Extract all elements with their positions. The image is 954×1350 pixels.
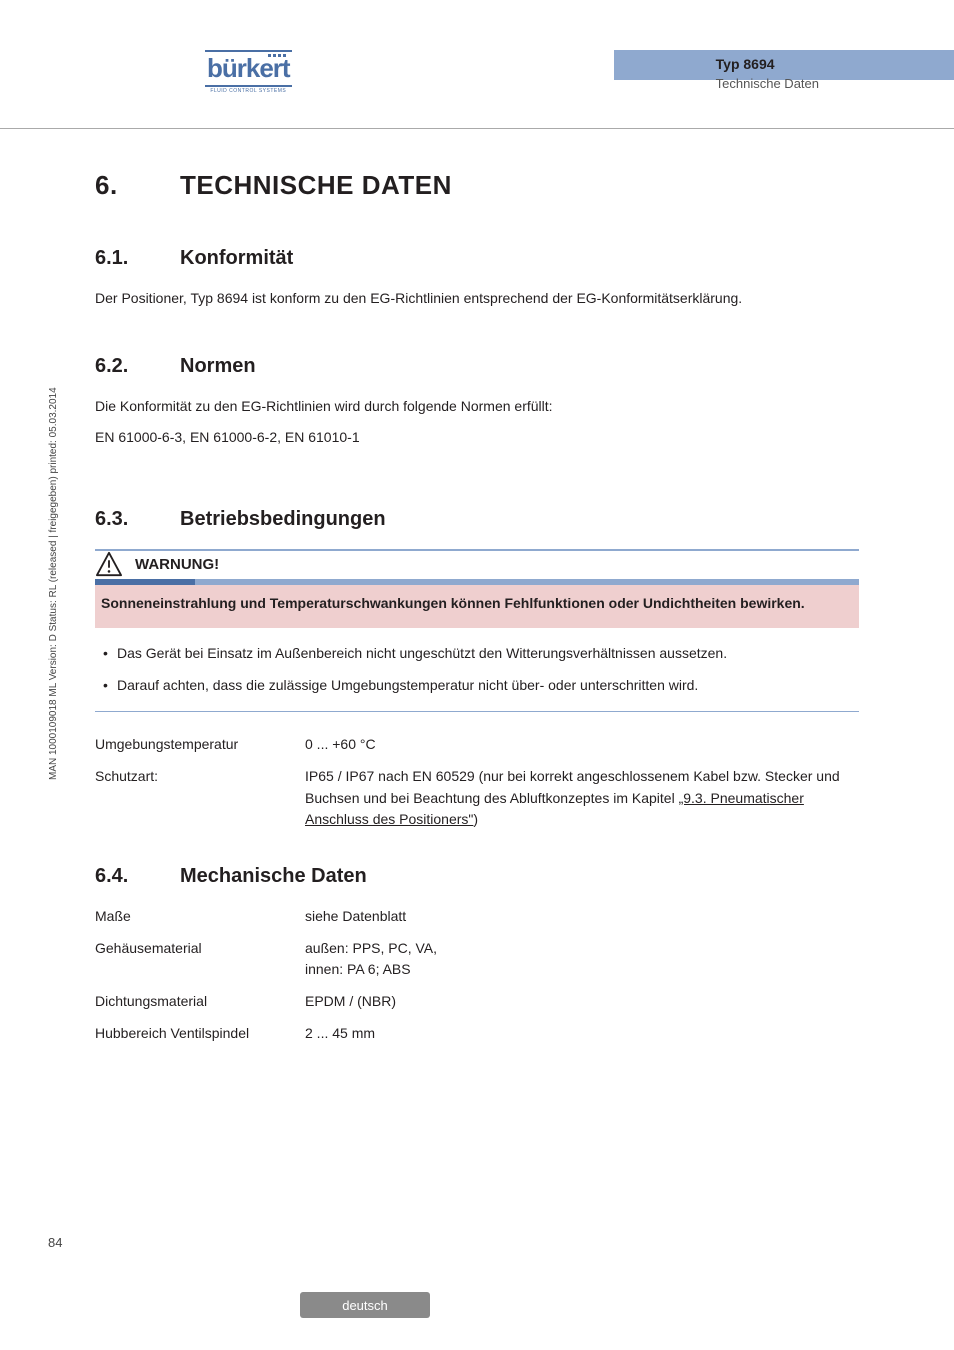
para-6-2-b: EN 61000-6-3, EN 61000-6-2, EN 61010-1	[95, 427, 859, 448]
header-right: Typ 8694 Technische Daten	[716, 56, 819, 91]
warning-list: Das Gerät bei Einsatz im Außenbereich ni…	[95, 628, 859, 712]
spec-value: 2 ... 45 mm	[305, 1023, 859, 1045]
spec-label: Umgebungstemperatur	[95, 734, 305, 756]
spec-value: EPDM / (NBR)	[305, 991, 859, 1013]
page-header: bürkert FLUID CONTROL SYSTEMS Typ 8694 T…	[95, 50, 859, 130]
para-6-1: Der Positioner, Typ 8694 ist konform zu …	[95, 288, 859, 309]
spec-label: Schutzart:	[95, 766, 305, 831]
spec-value: IP65 / IP67 nach EN 60529 (nur bei korre…	[305, 766, 859, 831]
spec-row: Maßesiehe Datenblatt	[95, 906, 859, 928]
spec-label: Maße	[95, 906, 305, 928]
spec-label: Hubbereich Ventilspindel	[95, 1023, 305, 1045]
heading-6: 6.TECHNISCHE DATEN	[95, 170, 859, 201]
spec-label: Dichtungsmaterial	[95, 991, 305, 1013]
page-content: 6.TECHNISCHE DATEN 6.1.Konformität Der P…	[95, 170, 859, 1054]
spec-table-6-3: Umgebungstemperatur0 ... +60 °CSchutzart…	[95, 734, 859, 831]
spec-value: siehe Datenblatt	[305, 906, 859, 928]
logo-subtext: FLUID CONTROL SYSTEMS	[205, 88, 292, 94]
warning-box: WARNUNG! Sonneneinstrahlung und Temperat…	[95, 549, 859, 712]
spec-label: Gehäusematerial	[95, 938, 305, 981]
heading-6-2: 6.2.Normen	[95, 355, 859, 378]
warning-list-item: Darauf achten, dass die zulässige Umgebu…	[95, 670, 851, 702]
logo: bürkert FLUID CONTROL SYSTEMS	[205, 50, 292, 94]
spec-table-6-4: Maßesiehe DatenblattGehäusematerialaußen…	[95, 906, 859, 1044]
heading-6-3: 6.3.Betriebsbedingungen	[95, 508, 859, 531]
spec-row: Schutzart:IP65 / IP67 nach EN 60529 (nur…	[95, 766, 859, 831]
doc-type: Typ 8694	[716, 56, 819, 72]
spec-row: DichtungsmaterialEPDM / (NBR)	[95, 991, 859, 1013]
side-meta-text: MAN 1000109018 ML Version: D Status: RL …	[48, 387, 59, 780]
spec-row: Umgebungstemperatur0 ... +60 °C	[95, 734, 859, 756]
para-6-2-a: Die Konformität zu den EG-Richtlinien wi…	[95, 396, 859, 417]
warning-lead: Sonneneinstrahlung und Temperaturschwank…	[101, 593, 849, 614]
spec-value: 0 ... +60 °C	[305, 734, 859, 756]
warning-list-item: Das Gerät bei Einsatz im Außenbereich ni…	[95, 638, 851, 670]
warning-title: WARNUNG!	[135, 556, 219, 573]
warning-body: Sonneneinstrahlung und Temperaturschwank…	[95, 585, 859, 628]
footer-lang-badge: deutsch	[300, 1292, 430, 1318]
spec-row: Hubbereich Ventilspindel2 ... 45 mm	[95, 1023, 859, 1045]
warning-icon	[95, 551, 123, 577]
header-rule	[0, 128, 954, 129]
spec-value: außen: PPS, PC, VA, innen: PA 6; ABS	[305, 938, 859, 981]
page-number: 84	[48, 1235, 62, 1250]
heading-6-4: 6.4.Mechanische Daten	[95, 865, 859, 888]
cross-ref-link[interactable]: „9.3. Pneumatischer Anschluss des Positi…	[305, 790, 804, 828]
heading-6-1: 6.1.Konformität	[95, 247, 859, 270]
spec-row: Gehäusematerialaußen: PPS, PC, VA, innen…	[95, 938, 859, 981]
doc-subtitle: Technische Daten	[716, 76, 819, 91]
